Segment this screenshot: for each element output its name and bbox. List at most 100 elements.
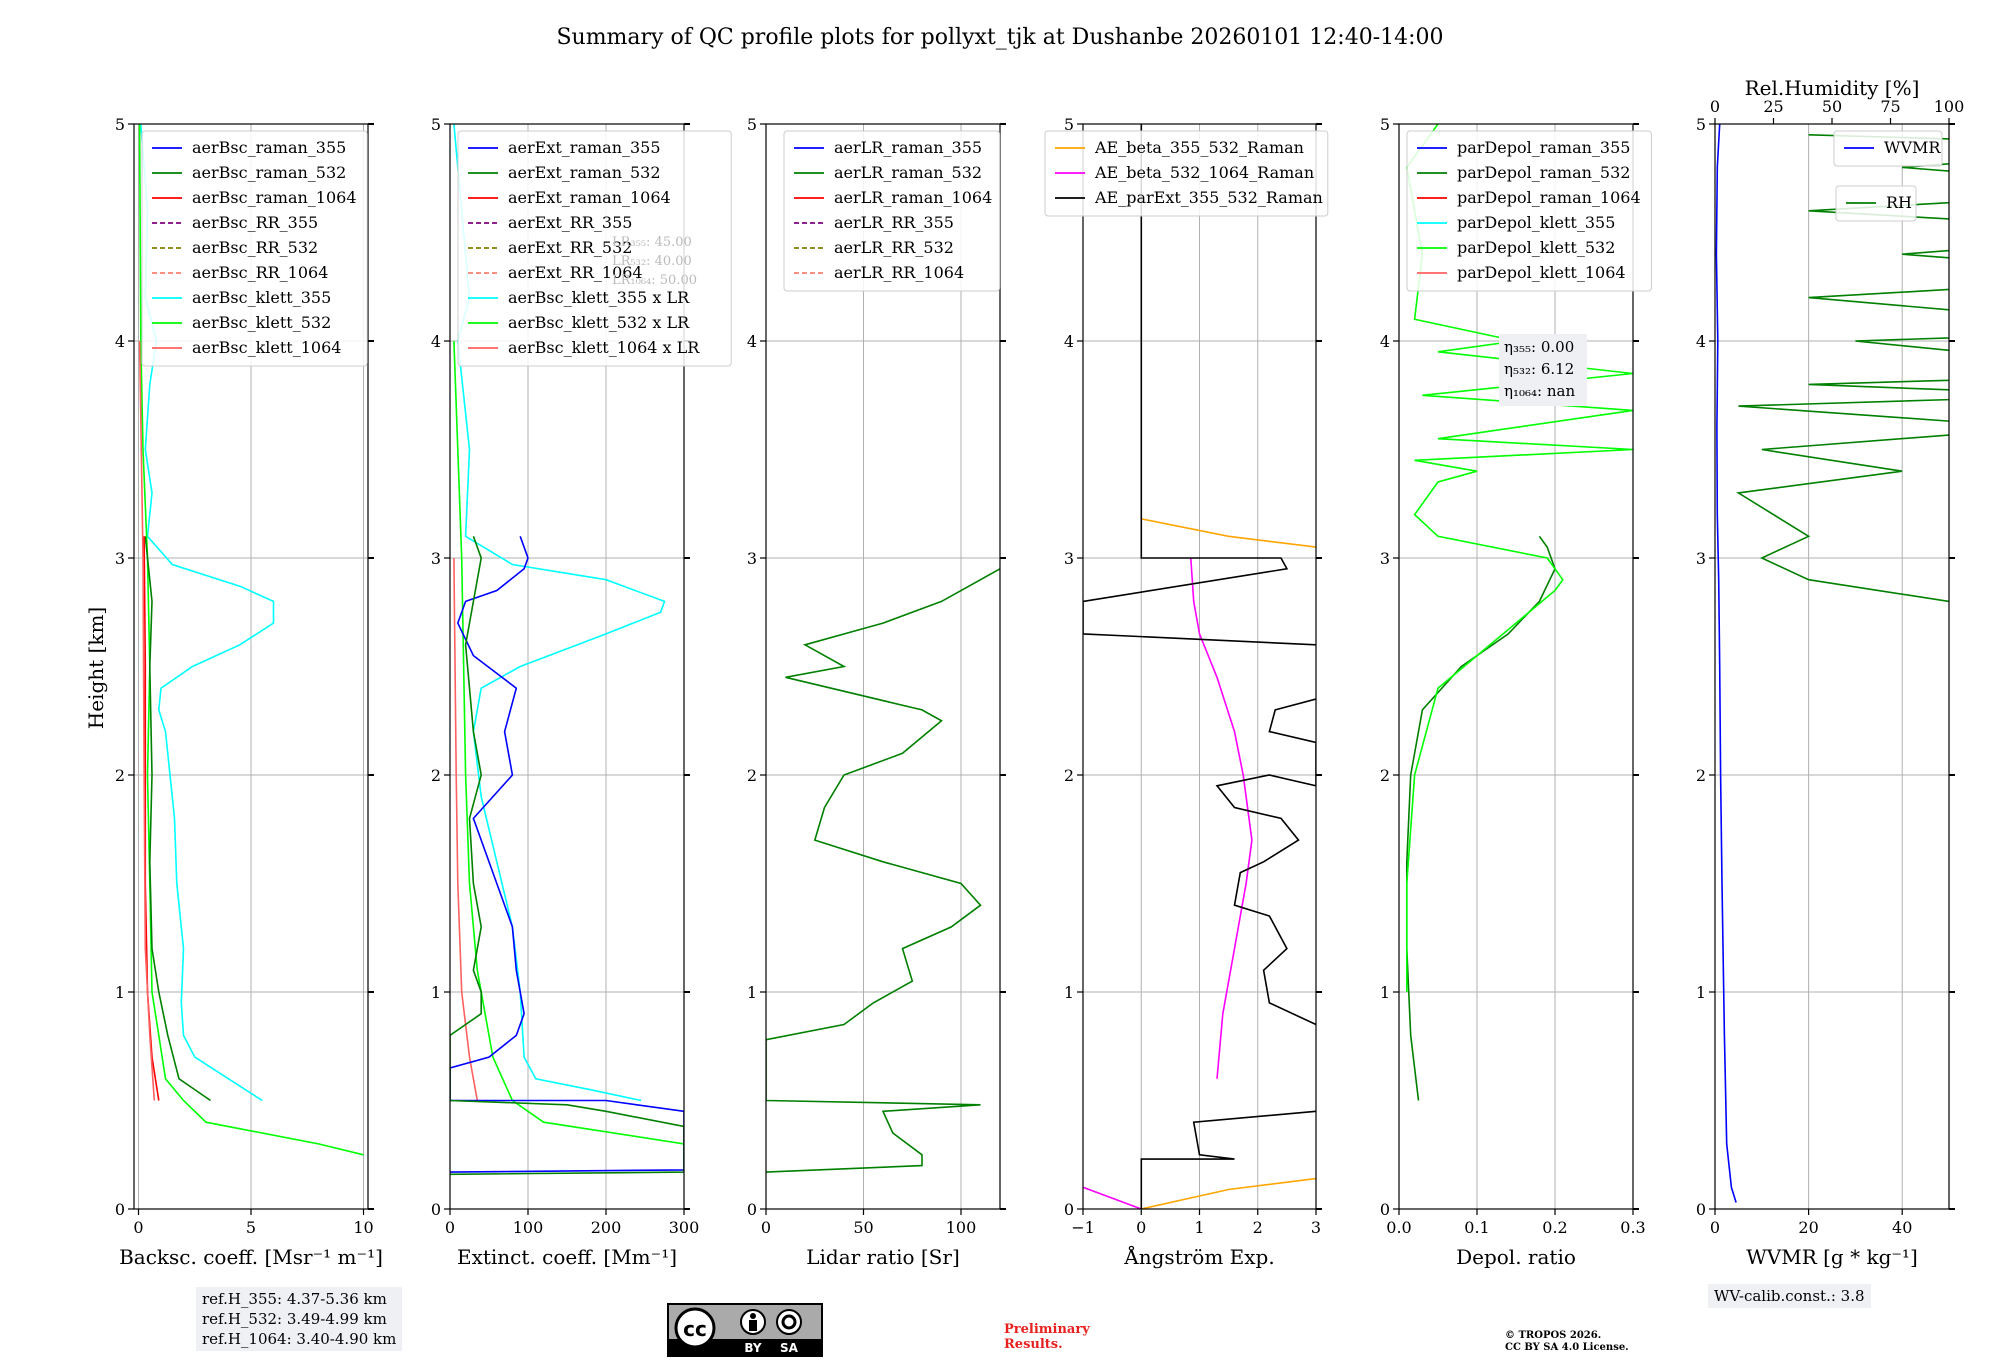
legend-label: aerBsc_raman_532	[192, 163, 346, 182]
y-tick-label: 5	[1696, 115, 1706, 134]
legend-label: AE_beta_355_532_Raman	[1094, 138, 1304, 157]
lr-note: LR₅₃₂: 40.00	[612, 254, 692, 269]
legend-label: aerBsc_klett_532	[192, 313, 331, 332]
plot-frame	[1714, 123, 1950, 1210]
annotation-line: η₃₅₅: 0.00	[1504, 338, 1574, 356]
x-tick-label: 0.2	[1542, 1218, 1567, 1237]
legend-label: aerLR_raman_1064	[834, 188, 992, 207]
y-tick-label: 1	[115, 983, 125, 1002]
y-tick-label: 1	[1380, 983, 1390, 1002]
series-aerBsc_klett_1064 x LR	[453, 557, 479, 1101]
y-tick-label: 0	[1696, 1200, 1706, 1219]
preliminary-note: Preliminary Results.	[1004, 1322, 1090, 1352]
legend-label: aerLR_raman_355	[834, 138, 982, 157]
x-tick-label: 0	[1710, 1218, 1720, 1237]
y-tick-label: 2	[1064, 766, 1074, 785]
y-tick-label: 4	[747, 332, 757, 351]
legend-label: parDepol_klett_1064	[1457, 263, 1626, 282]
legend-frame	[1406, 130, 1652, 292]
y-tick-label: 5	[1064, 115, 1074, 134]
x-tick-label: 100	[513, 1218, 544, 1237]
y-tick-label: 2	[115, 766, 125, 785]
series-aerBsc_klett_355	[140, 124, 275, 1102]
x-axis-label: Extinct. coeff. [Mm⁻¹]	[457, 1245, 677, 1269]
plot-frame	[449, 123, 685, 1210]
panel-3: 0 50 100 0 1 2 3 4 5 Lidar ratio [Sr] aerLR_raman_…	[747, 115, 1006, 1269]
legend-2: RH	[1835, 185, 1917, 222]
y-tick-label: 3	[115, 549, 125, 568]
copyright-line-1: © TROPOS 2026.	[1505, 1330, 1602, 1341]
series-aerBsc_klett_355 x LR	[453, 124, 666, 1102]
series-group	[138, 124, 364, 1156]
y-tick-label: 4	[1380, 332, 1390, 351]
y-tick-label: 2	[431, 766, 441, 785]
y-tick-label: 4	[115, 332, 125, 351]
series-aerBsc_klett_532	[138, 124, 364, 1156]
legend-label: parDepol_raman_1064	[1457, 188, 1641, 207]
wv-calibration-box: WV-calib.const.: 3.8	[1708, 1284, 1871, 1308]
legend-label: aerExt_raman_1064	[508, 188, 671, 207]
legend: aerLR_raman_355 aerLR_raman_532 aerLR_rama…	[783, 130, 1001, 292]
panel-5: 0.0 0.1 0.2 0.3 0 1 2 3 4 5 Depol. ratio parDepol_r…	[1380, 115, 1652, 1269]
wv-calibration-constant: WV-calib.const.: 3.8	[1714, 1287, 1865, 1305]
x-tick-label: 3	[1311, 1218, 1321, 1237]
y-tick-label: 1	[747, 983, 757, 1002]
legend-frame	[141, 130, 368, 367]
y-tick-label: 4	[1696, 332, 1706, 351]
x-tick-label: 0	[761, 1218, 771, 1237]
y-tick-label: 1	[431, 983, 441, 1002]
top-tick-label: 100	[1934, 97, 1965, 116]
annotation-box	[1499, 334, 1587, 406]
y-tick-label: 2	[1380, 766, 1390, 785]
ref-height-355: ref.H_355: 4.37-5.36 km	[202, 1290, 387, 1308]
y-tick-label: 1	[1696, 983, 1706, 1002]
annotation-line: η₅₃₂: 6.12	[1504, 360, 1574, 378]
y-tick-label: 0	[1064, 1200, 1074, 1219]
series-AE_beta_532_1064_Raman	[1083, 1186, 1142, 1209]
x-tick-label: 0	[133, 1218, 143, 1237]
legend-label: aerBsc_raman_1064	[192, 188, 357, 207]
series-AE_beta_355_532_Raman	[1141, 1177, 1316, 1209]
y-tick-label: 3	[431, 549, 441, 568]
reference-height-box: ref.H_355: 4.37-5.36 km ref.H_532: 3.49-…	[196, 1287, 403, 1351]
by-mark: BY	[744, 1341, 761, 1355]
x-axis-label: Depol. ratio	[1456, 1245, 1576, 1269]
copyright-line-2: CC BY SA 4.0 License.	[1505, 1342, 1629, 1353]
legend-frame	[1044, 130, 1329, 217]
y-tick-label: 5	[431, 115, 441, 134]
legend: aerExt_raman_355 aerExt_raman_532 aerExt_r…	[457, 130, 732, 367]
x-tick-label: 40	[1892, 1218, 1912, 1237]
x-tick-label: 300	[669, 1218, 700, 1237]
x-axis-label: Ångström Exp.	[1123, 1244, 1274, 1269]
x-tick-label: 20	[1798, 1218, 1818, 1237]
preliminary-line-2: Results.	[1004, 1337, 1063, 1352]
legend: parDepol_raman_355 parDepol_raman_532 parD…	[1406, 130, 1652, 292]
series-aerExt_raman_532	[450, 536, 684, 1176]
legend-label: aerLR_RR_1064	[834, 263, 964, 282]
legend-label: parDepol_klett_355	[1457, 213, 1615, 232]
ref-height-1064: ref.H_1064: 3.40-4.90 km	[202, 1330, 397, 1348]
legend-frame	[783, 130, 1001, 292]
series-group	[1715, 124, 1949, 1203]
x-tick-label: 0	[1136, 1218, 1146, 1237]
x-tick-label: 1	[1194, 1218, 1204, 1237]
series-WVMR	[1715, 124, 1737, 1203]
x-tick-label: 200	[591, 1218, 622, 1237]
series-aerBsc_raman_532	[144, 536, 211, 1102]
x-tick-label: 0.1	[1464, 1218, 1489, 1237]
legend-label: aerBsc_RR_1064	[192, 263, 328, 282]
series-AE_beta_355_532_Raman_upper	[1141, 518, 1316, 548]
legend-label: AE_parExt_355_532_Raman	[1094, 188, 1323, 207]
x-tick-label: 100	[946, 1218, 977, 1237]
x-axis-label: Backsc. coeff. [Msr⁻¹ m⁻¹]	[119, 1245, 383, 1269]
y-tick-label: 0	[115, 1200, 125, 1219]
y-tick-label: 2	[747, 766, 757, 785]
cc-by-sa-badge: cc BY SA	[667, 1303, 823, 1357]
y-tick-label: 0	[747, 1200, 757, 1219]
legend-label: aerExt_RR_1064	[508, 263, 643, 282]
series-group	[1083, 124, 1316, 1209]
legend-label: aerBsc_klett_1064	[192, 338, 341, 357]
top-tick-label: 25	[1763, 97, 1783, 116]
